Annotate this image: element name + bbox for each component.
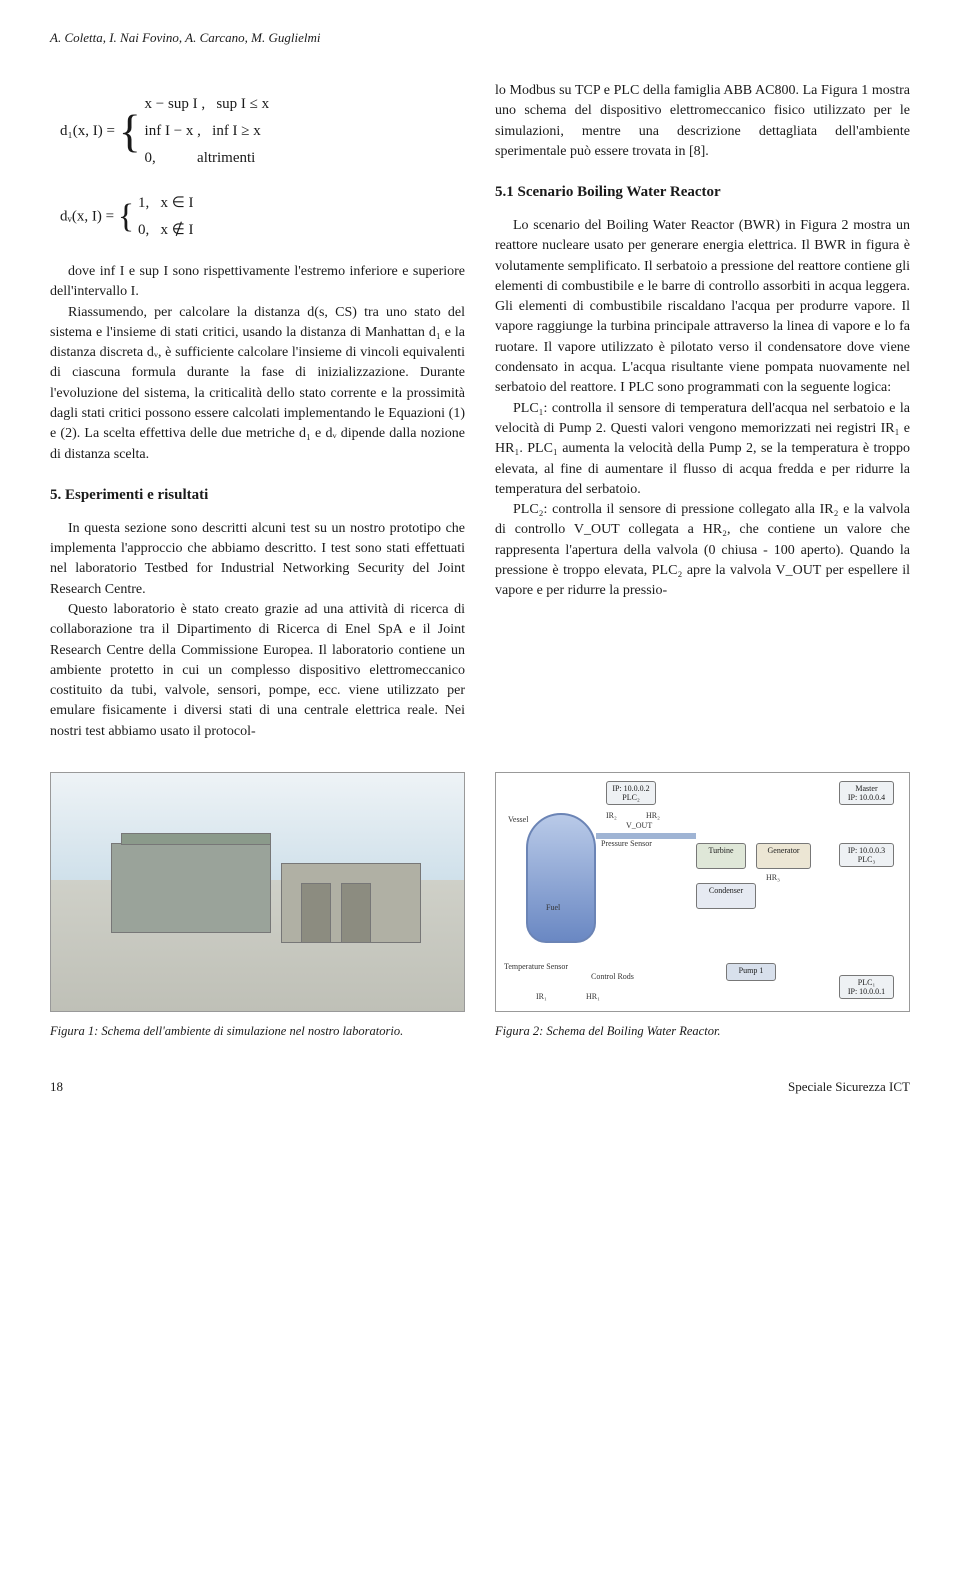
eq-d1-row2: inf I − x , inf I ≥ x <box>145 118 270 145</box>
page-footer: 18 Speciale Sicurezza ICT <box>50 1079 910 1095</box>
eq-d1-lhs: d₁(x, I) = <box>60 123 115 139</box>
eq-dv-row1: 1, x ∈ I <box>138 190 194 217</box>
figure-1: Figura 1: Schema dell'ambiente di simula… <box>50 772 465 1039</box>
page-number: 18 <box>50 1079 63 1095</box>
page-header-authors: A. Coletta, I. Nai Fovino, A. Carcano, M… <box>50 30 910 46</box>
eq-dv-row2: 0, x ∉ I <box>138 217 194 244</box>
footer-issue: Speciale Sicurezza ICT <box>788 1079 910 1095</box>
right-para-bwr: Lo scenario del Boiling Water Reactor (B… <box>495 216 910 399</box>
right-column: lo Modbus su TCP e PLC della famiglia AB… <box>495 81 910 742</box>
eq-dv-lhs: dᵥ(x, I) = <box>60 208 114 224</box>
label-hr2: HR₂ <box>646 811 660 820</box>
label-fuel: Fuel <box>546 903 560 912</box>
eq-d1-row3: 0, altrimenti <box>145 145 270 172</box>
node-master: MasterIP: 10.0.0.4 <box>839 781 894 805</box>
section-5-heading: 5. Esperimenti e risultati <box>50 485 465 507</box>
left-para-tests: In questa sezione sono descritti alcuni … <box>50 519 465 600</box>
figure-2-image: Vessel Fuel IP: 10.0.0.2PLC₂ MasterIP: 1… <box>495 772 910 1012</box>
label-vessel: Vessel <box>508 815 528 824</box>
eq-d1-row1: x − sup I , sup I ≤ x <box>145 91 270 118</box>
node-turbine: Turbine <box>696 843 746 869</box>
label-hr3: HR₃ <box>766 873 780 882</box>
node-pump1: Pump 1 <box>726 963 776 981</box>
label-control-rods: Control Rods <box>591 972 634 981</box>
label-hr1: HR₁ <box>586 992 600 1001</box>
left-para-intervals: dove inf I e sup I sono rispettivamente … <box>50 262 465 303</box>
figures-row: Figura 1: Schema dell'ambiente di simula… <box>50 772 910 1039</box>
label-ir2: IR₂ <box>606 811 617 820</box>
node-plc2: IP: 10.0.0.2PLC₂ <box>606 781 656 805</box>
bwr-vessel <box>526 813 596 943</box>
node-condenser: Condenser <box>696 883 756 909</box>
left-para-summary: Riassumendo, per calcolare la distanza d… <box>50 303 465 465</box>
right-para-modbus: lo Modbus su TCP e PLC della famiglia AB… <box>495 81 910 162</box>
label-ir1: IR₁ <box>536 992 547 1001</box>
right-para-plc1: PLC₁: controlla il sensore di temperatur… <box>495 399 910 500</box>
figure-2-caption: Figura 2: Schema del Boiling Water React… <box>495 1024 910 1039</box>
section-5-1-heading: 5.1 Scenario Boiling Water Reactor <box>495 182 910 204</box>
right-para-plc2: PLC₂: controlla il sensore di pressione … <box>495 500 910 601</box>
node-plc3: IP: 10.0.0.3PLC₃ <box>839 843 894 867</box>
figure-1-caption: Figura 1: Schema dell'ambiente di simula… <box>50 1024 465 1039</box>
figure-1-image <box>50 772 465 1012</box>
node-plc1: PLC₁IP: 10.0.0.1 <box>839 975 894 999</box>
label-temp-sensor: Temperature Sensor <box>504 962 568 971</box>
left-para-lab: Questo laboratorio è stato creato grazie… <box>50 600 465 742</box>
label-vout: V_OUT <box>626 821 652 830</box>
equation-dv: dᵥ(x, I) = { 1, x ∈ I 0, x ∉ I <box>50 190 465 244</box>
label-press-sensor: Pressure Sensor <box>601 839 652 848</box>
left-column: d₁(x, I) = { x − sup I , sup I ≤ x inf I… <box>50 81 465 742</box>
node-generator: Generator <box>756 843 811 869</box>
figure-2: Vessel Fuel IP: 10.0.0.2PLC₂ MasterIP: 1… <box>495 772 910 1039</box>
two-column-layout: d₁(x, I) = { x − sup I , sup I ≤ x inf I… <box>50 81 910 742</box>
equation-d1: d₁(x, I) = { x − sup I , sup I ≤ x inf I… <box>50 91 465 172</box>
